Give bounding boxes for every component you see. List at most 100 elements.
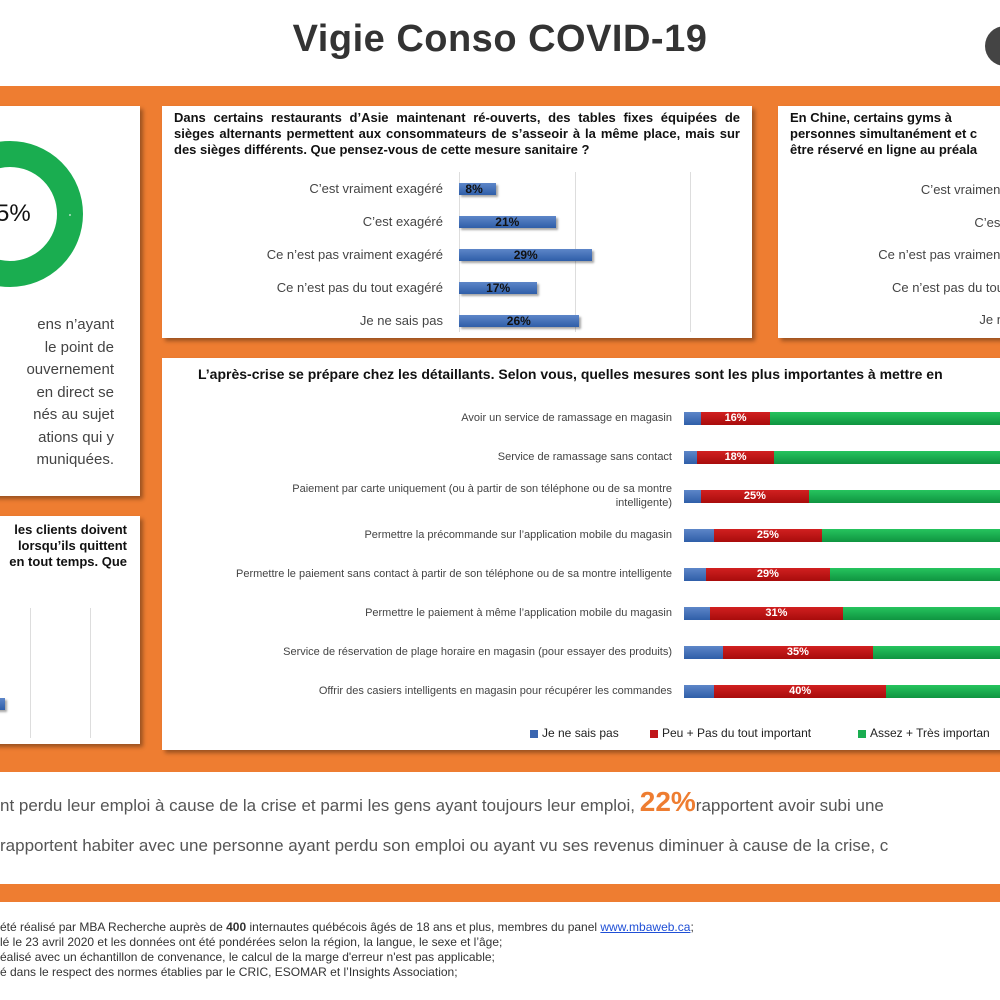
stats-strip: nt perdu leur emploi à cause de la crise… (0, 772, 1000, 884)
stacked-segment (684, 685, 715, 698)
stat-line-1-end: rapportent avoir subi une (695, 796, 884, 815)
donut-chart (0, 141, 83, 287)
category-label-line: Service de réservation de plage horaire … (283, 646, 672, 658)
left-text-line: nés au sujet (33, 406, 114, 423)
category-label: Avoir un service de ramassage en magasin (162, 411, 672, 425)
data-label: 25% (743, 490, 766, 502)
data-label: 8% (465, 182, 483, 196)
category-label-line: Offrir des casiers intelligents en magas… (318, 685, 672, 697)
stacked-segment (684, 451, 697, 464)
legend-item: Assez + Très importan (858, 726, 990, 740)
stat-line-1-text: nt perdu leur emploi à cause de la crise… (0, 796, 636, 815)
gridline (30, 608, 31, 738)
data-label: 31% (765, 607, 788, 619)
legend-label: Je ne sais pas (542, 726, 619, 740)
stacked-segment (709, 607, 844, 620)
footer-sample-size: 400 (226, 920, 247, 934)
data-label: 40% (789, 685, 812, 697)
category-label: Service de ramassage sans contact (162, 450, 672, 464)
left-bottom-question: les clients doivent lorsqu’ils quittent en… (0, 522, 127, 570)
chart-title: Dans certains restaurants d’Asie mainten… (174, 110, 740, 157)
category-label-line: Permettre le paiement à même l’applicati… (365, 607, 672, 619)
footer-line-2: lé le 23 avril 2020 et les données ont é… (0, 935, 503, 949)
legend-swatch (650, 729, 658, 738)
bar (459, 282, 538, 294)
stacked-segment (830, 568, 1000, 581)
stacked-segment (722, 646, 874, 659)
stacked-segment (774, 451, 1000, 464)
category-label-line: Paiement par carte uniquement (ou à part… (292, 483, 672, 495)
legend-label: Peu + Pas du tout important (662, 726, 812, 740)
left-text-line: le point de (44, 338, 114, 356)
question-line: les clients doivent (14, 522, 127, 537)
category-label: Ce n’est pas du tout exagéré (276, 280, 443, 295)
stat-line-1: nt perdu leur emploi à cause de la crise… (0, 786, 884, 818)
gym-question: En Chine, certains gyms à personnes simul… (790, 110, 1000, 158)
stacked-segment (701, 412, 770, 425)
left-text-line: en direct se (36, 383, 114, 401)
footer-line-4: é dans le respect des normes établies pa… (0, 965, 458, 979)
left-text-line: ens n’ayant (37, 316, 114, 333)
question-line: en tout temps. Que (9, 554, 127, 569)
bar (459, 315, 579, 327)
category-label-line: Service de ramassage sans contact (497, 451, 672, 463)
data-label: 29% (513, 248, 538, 262)
footer-text: ; (690, 920, 694, 934)
data-label: 25% (756, 529, 779, 541)
category-label: Je n (979, 312, 1000, 327)
gridline (690, 172, 691, 332)
legend-label: Assez + Très importan (870, 726, 990, 740)
footer-line-3: éalisé avec un échantillon de convenance… (0, 950, 495, 964)
stacked-segment (770, 412, 1000, 425)
question-line: En Chine, certains gyms à (790, 110, 952, 125)
stacked-segment (808, 490, 1000, 503)
bar (459, 216, 556, 228)
legend-swatch (858, 729, 866, 738)
donut-label: 5% (0, 200, 31, 227)
category-label: Paiement par carte uniquement (ou à part… (162, 482, 672, 510)
stacked-segment (696, 451, 775, 464)
chart-title: L’après-crise se prépare chez les détail… (198, 366, 943, 382)
bar (459, 249, 593, 261)
stacked-segment (714, 529, 822, 542)
bar (459, 183, 496, 195)
left-panel-text: ens n’ayant le point de ouvernement en dire… (0, 314, 114, 472)
category-label: Permettre le paiement sans contact à par… (162, 567, 672, 581)
stacked-segment (843, 607, 1000, 620)
question-line: lorsqu’ils quittent (17, 538, 127, 553)
category-label: Permettre le paiement à même l’applicati… (162, 606, 672, 620)
category-label: C’est vraiment exagéré (309, 181, 443, 196)
footer-notes: été réalisé par MBA Recherche auprès de … (0, 920, 1000, 980)
data-label: 35% (786, 646, 809, 658)
category-label: Offrir des casiers intelligents en magas… (162, 684, 672, 698)
category-label-line: Avoir un service de ramassage en magasin (461, 412, 672, 424)
stacked-segment (684, 568, 706, 581)
panel-restaurant-question: Dans certains restaurants d’Asie mainten… (162, 106, 752, 338)
legend-item: Peu + Pas du tout important (650, 726, 811, 740)
page-title: Vigie Conso COVID-19 (292, 18, 708, 60)
data-label: 17% (486, 281, 511, 295)
data-label: 26% (506, 314, 531, 328)
stacked-segment (714, 685, 887, 698)
data-label: 16% (724, 412, 747, 424)
data-label: 29% (756, 568, 779, 580)
footer-text: internautes québécois âgés de 18 ans et … (246, 920, 601, 934)
left-text-line: muniquées. (36, 451, 114, 468)
brand-logo (985, 26, 1000, 66)
stacked-segment (684, 607, 710, 620)
category-label: Service de réservation de plage horaire … (162, 645, 672, 659)
stacked-segment (684, 529, 715, 542)
stacked-segment (701, 490, 809, 503)
stacked-segment (684, 646, 723, 659)
footer-text: été réalisé par MBA Recherche auprès de (0, 920, 227, 934)
left-bottom-bar (0, 698, 5, 710)
data-label: 18% (724, 451, 747, 463)
mbaweb-link[interactable]: www.mbaweb.ca (600, 920, 691, 934)
category-label: Je ne sais pas (359, 313, 443, 328)
panel-left-top: 5% ens n’ayant le point de ouvernement en d… (0, 106, 140, 496)
stacked-segment (684, 412, 702, 425)
category-label: Permettre la précommande sur l’applicati… (162, 528, 672, 542)
stacked-segment (886, 685, 1000, 698)
left-text-line: ations qui y (38, 428, 114, 446)
stacked-segment (873, 646, 1000, 659)
